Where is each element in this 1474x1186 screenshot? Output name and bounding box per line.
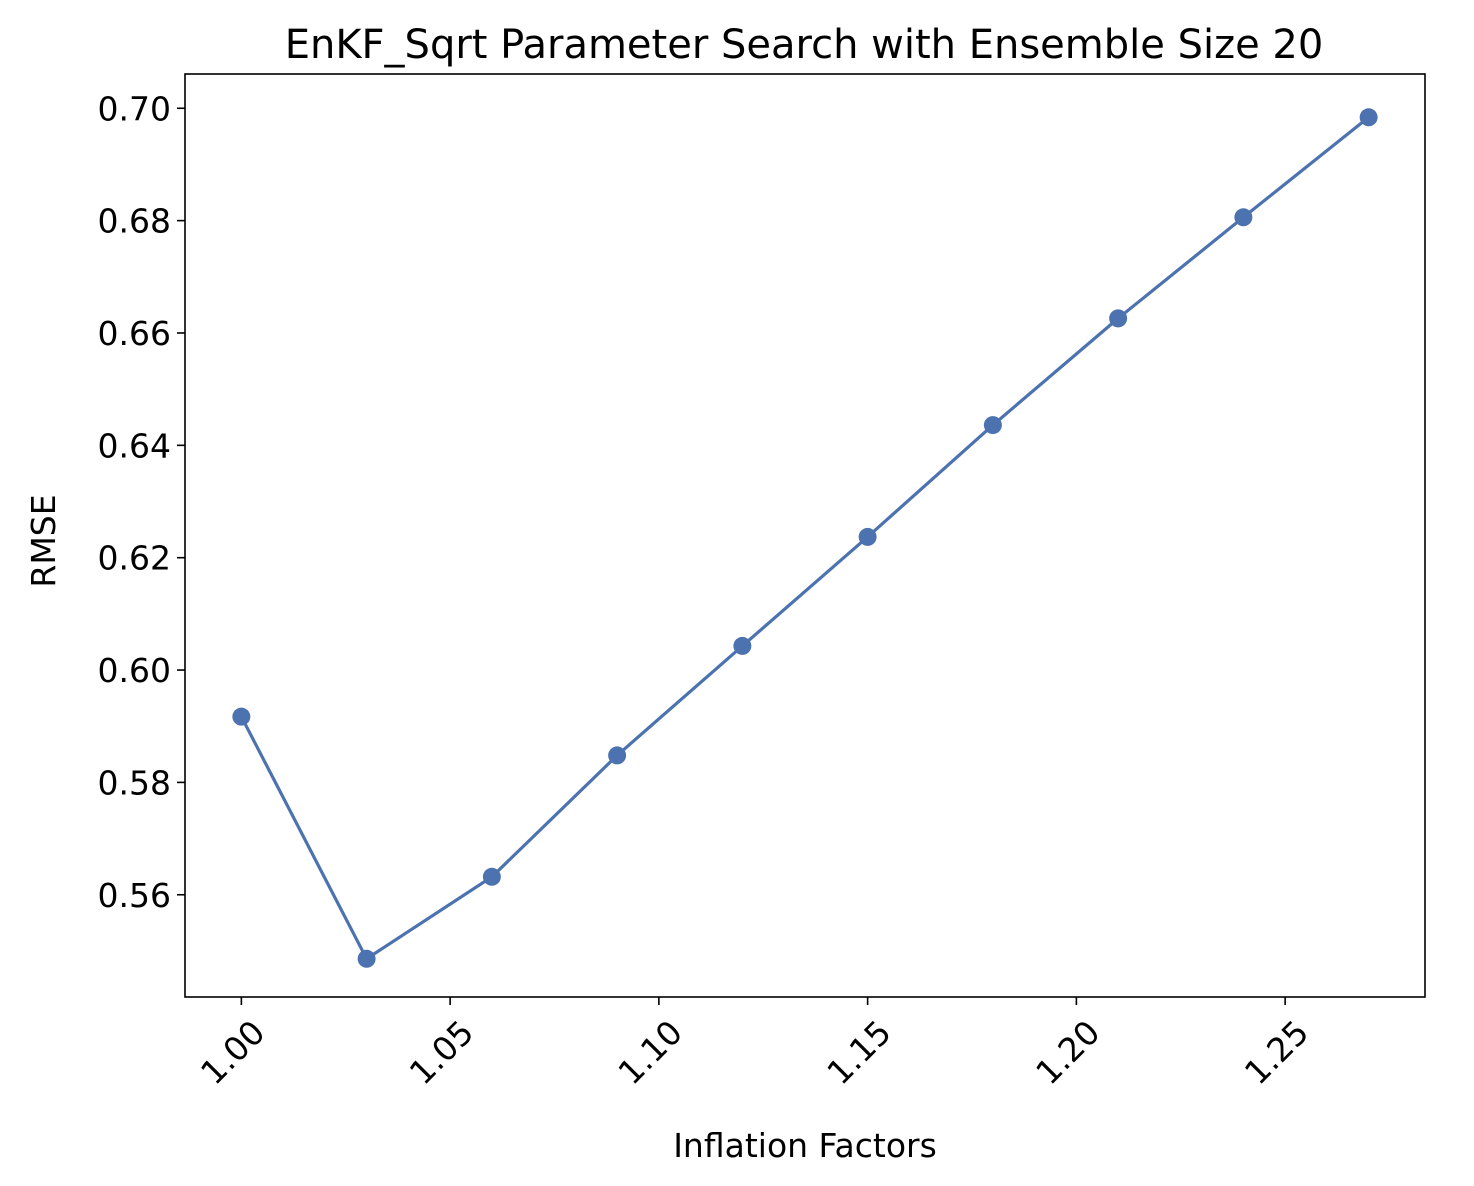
data-point bbox=[1234, 208, 1253, 227]
y-tick-label: 0.68 bbox=[98, 202, 171, 241]
data-point bbox=[608, 746, 627, 765]
y-tick-label: 0.56 bbox=[98, 876, 171, 915]
data-point bbox=[1109, 309, 1128, 328]
y-tick-label: 0.66 bbox=[98, 314, 171, 353]
data-point bbox=[858, 527, 877, 546]
axes-frame bbox=[184, 73, 1426, 998]
data-point bbox=[983, 416, 1002, 435]
y-tick-label: 0.58 bbox=[98, 763, 171, 802]
y-axis-label: RMSE bbox=[24, 494, 63, 587]
data-point bbox=[482, 867, 501, 886]
chart-title: EnKF_Sqrt Parameter Search with Ensemble… bbox=[285, 22, 1324, 68]
series-line bbox=[239, 116, 1370, 961]
y-tick-label: 0.60 bbox=[98, 651, 171, 690]
y-tick-label: 0.70 bbox=[98, 89, 171, 128]
x-axis-label: Inflation Factors bbox=[673, 1126, 937, 1165]
data-point bbox=[733, 636, 752, 655]
data-point bbox=[1359, 108, 1378, 127]
y-tick-label: 0.62 bbox=[98, 539, 171, 578]
plot-area bbox=[232, 108, 1378, 968]
data-point bbox=[232, 707, 251, 726]
data-point bbox=[357, 949, 376, 968]
y-axis: 0.56 0.58 0.60 0.62 0.64 0.66 0.68 0.70 bbox=[98, 89, 185, 915]
y-tick-label: 0.64 bbox=[98, 426, 171, 465]
